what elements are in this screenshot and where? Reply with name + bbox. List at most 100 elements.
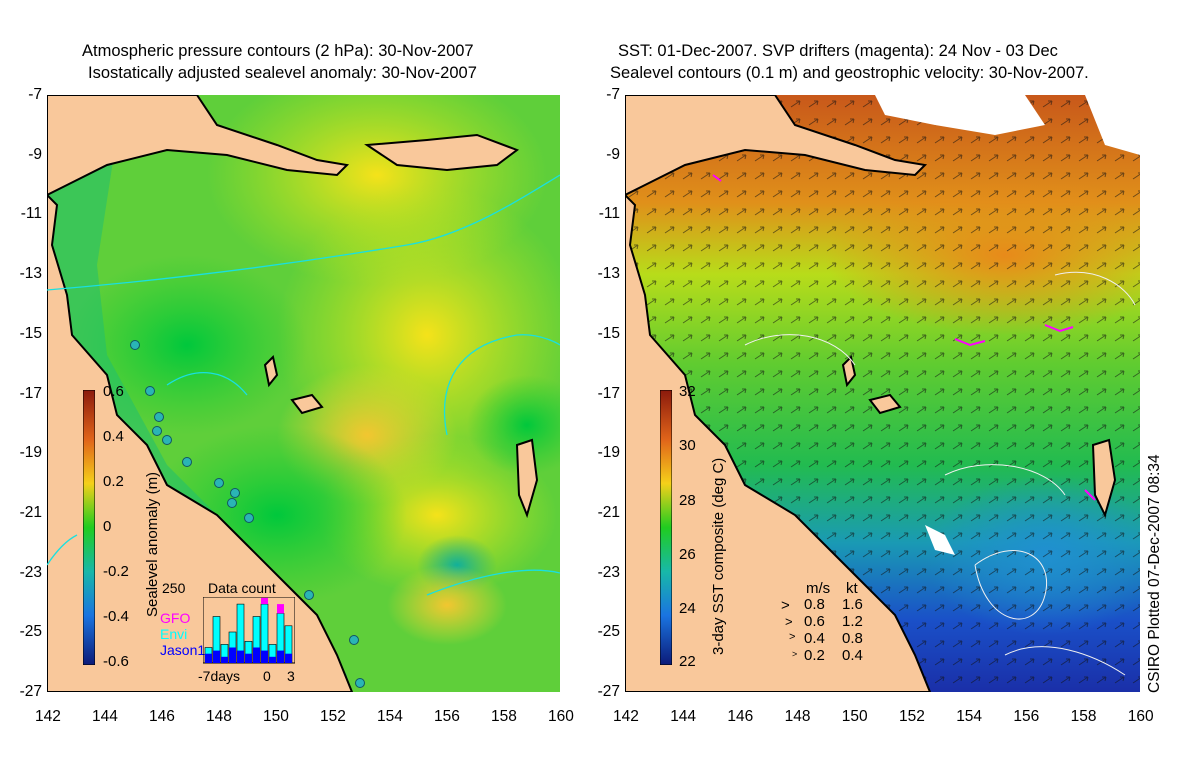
inset-bar-jason: [221, 656, 228, 663]
y-tick-label: -21: [19, 503, 42, 521]
y-tick-label: -23: [19, 563, 42, 581]
inset-bar-jason: [245, 653, 252, 663]
inset-ymax-label: 250: [162, 580, 186, 596]
sst-colorbar-tick: 22: [679, 653, 696, 670]
velocity-units-ms: m/s: [806, 580, 831, 597]
inset-xlabel-start: -7days: [198, 668, 241, 684]
velocity-kt-value: 1.6: [842, 596, 863, 613]
y-tick-label: -25: [597, 623, 620, 641]
x-tick-label: 152: [320, 708, 346, 725]
y-tick-label: -13: [597, 265, 620, 283]
sealevel-colorbar-tick: -0.6: [103, 653, 129, 670]
inset-bar-jason: [269, 656, 276, 663]
y-tick-label: -17: [19, 384, 42, 402]
left-title-line1: Atmospheric pressure contours (2 hPa): 3…: [82, 42, 474, 60]
sealevel-colorbar-tick: 0.4: [103, 428, 124, 445]
x-tick-label: 142: [613, 708, 639, 725]
inset-bar-jason: [261, 650, 268, 663]
inset-xlabel-end: 3: [287, 668, 295, 684]
x-tick-label: 158: [491, 708, 517, 725]
velocity-arrow-icon: >: [789, 631, 796, 643]
data-count-inset: [203, 597, 295, 664]
inset-title: Data count: [208, 580, 276, 596]
y-tick-label: -23: [597, 563, 620, 581]
x-tick-label: 144: [92, 708, 118, 725]
x-tick-label: 142: [35, 708, 61, 725]
inset-xlabel-zero: 0: [263, 668, 271, 684]
right-title-line2: Sealevel contours (0.1 m) and geostrophi…: [610, 64, 1089, 82]
y-tick-label: -9: [606, 145, 620, 163]
credit-text: CSIRO Plotted 07-Dec-2007 08:34: [1146, 454, 1163, 693]
sealevel-colorbar-tick: -0.4: [103, 608, 129, 625]
sst-colorbar-tick: 28: [679, 492, 696, 509]
sst-colorbar-tick: 24: [679, 600, 696, 617]
sst-colorbar: [660, 390, 672, 665]
x-tick-label: 156: [434, 708, 460, 725]
velocity-kt-value: 1.2: [842, 613, 863, 630]
sealevel-colorbar-tick: -0.2: [103, 563, 129, 580]
inset-bar-jason: [229, 647, 236, 663]
inset-bar-jason: [205, 653, 212, 663]
y-tick-label: -15: [597, 324, 620, 342]
velocity-units-kt: kt: [846, 580, 858, 597]
inset-bar-jason: [213, 650, 220, 663]
x-tick-label: 154: [956, 708, 983, 725]
sst-map: [625, 95, 1140, 692]
y-tick-label: -19: [19, 444, 42, 462]
sealevel-colorbar-tick: 0.2: [103, 473, 124, 490]
x-tick-label: 152: [899, 708, 925, 725]
sealevel-colorbar: [83, 390, 95, 665]
sst-colorbar-tick: 30: [679, 437, 696, 454]
inset-legend-gfo: GFO: [160, 610, 191, 626]
velocity-arrow-icon: >: [781, 597, 790, 614]
x-tick-label: 156: [1013, 708, 1040, 725]
y-tick-label: -25: [19, 623, 42, 641]
velocity-kt-value: 0.4: [842, 647, 863, 664]
right-title-line1: SST: 01-Dec-2007. SVP drifters (magenta)…: [618, 42, 1058, 60]
sealevel-colorbar-tick: 0: [103, 518, 112, 535]
x-tick-label: 158: [1070, 708, 1097, 725]
y-tick-label: -11: [20, 205, 42, 223]
velocity-ms-value: 0.8: [804, 596, 825, 613]
sst-colorbar-tick: 32: [679, 383, 696, 400]
y-tick-label: -17: [597, 384, 620, 402]
velocity-arrow-icon: >: [785, 614, 793, 629]
y-tick-label: -13: [19, 265, 42, 283]
inset-legend-envi: Envi: [160, 626, 188, 642]
y-tick-label: -21: [597, 503, 620, 521]
y-tick-label: -19: [597, 444, 620, 462]
y-tick-label: -7: [28, 86, 42, 103]
sealevel-colorbar-tick: 0.6: [103, 383, 124, 400]
y-tick-label: -15: [19, 324, 42, 342]
x-tick-label: 150: [841, 708, 868, 725]
inset-bar-jason: [253, 647, 260, 663]
y-tick-label: -9: [28, 145, 42, 163]
velocity-kt-value: 0.8: [842, 630, 863, 647]
inset-bar-jason: [237, 650, 244, 663]
velocity-arrow-icon: >: [792, 649, 798, 659]
y-tick-label: -27: [19, 683, 42, 700]
sealevel-colorbar-label: Sealevel anomaly (m): [144, 471, 161, 617]
velocity-ms-value: 0.6: [804, 613, 825, 630]
x-tick-label: 150: [263, 708, 289, 725]
velocity-ms-value: 0.4: [804, 630, 825, 647]
y-tick-label: -27: [597, 683, 620, 700]
x-tick-label: 146: [149, 708, 175, 725]
inset-bar-jason: [285, 653, 292, 663]
left-title-line2: Isostatically adjusted sealevel anomaly:…: [88, 64, 477, 82]
x-tick-label: 154: [377, 708, 403, 725]
inset-bar-jason: [277, 650, 284, 663]
x-tick-label: 148: [784, 708, 811, 725]
inset-legend-jason: Jason1: [160, 642, 206, 658]
y-tick-label: -11: [598, 205, 620, 223]
inset-bar-gfo: [261, 597, 268, 605]
sst-colorbar-tick: 26: [679, 546, 696, 563]
x-tick-label: 148: [206, 708, 232, 725]
x-tick-label: 144: [670, 708, 697, 725]
x-tick-label: 160: [1127, 708, 1154, 725]
sst-colorbar-label: 3-day SST composite (deg C): [710, 457, 727, 655]
y-tick-label: -7: [606, 86, 620, 103]
sealevel-anomaly-map: [47, 95, 560, 692]
x-tick-label: 160: [548, 708, 574, 725]
inset-bar-gfo: [277, 604, 284, 614]
